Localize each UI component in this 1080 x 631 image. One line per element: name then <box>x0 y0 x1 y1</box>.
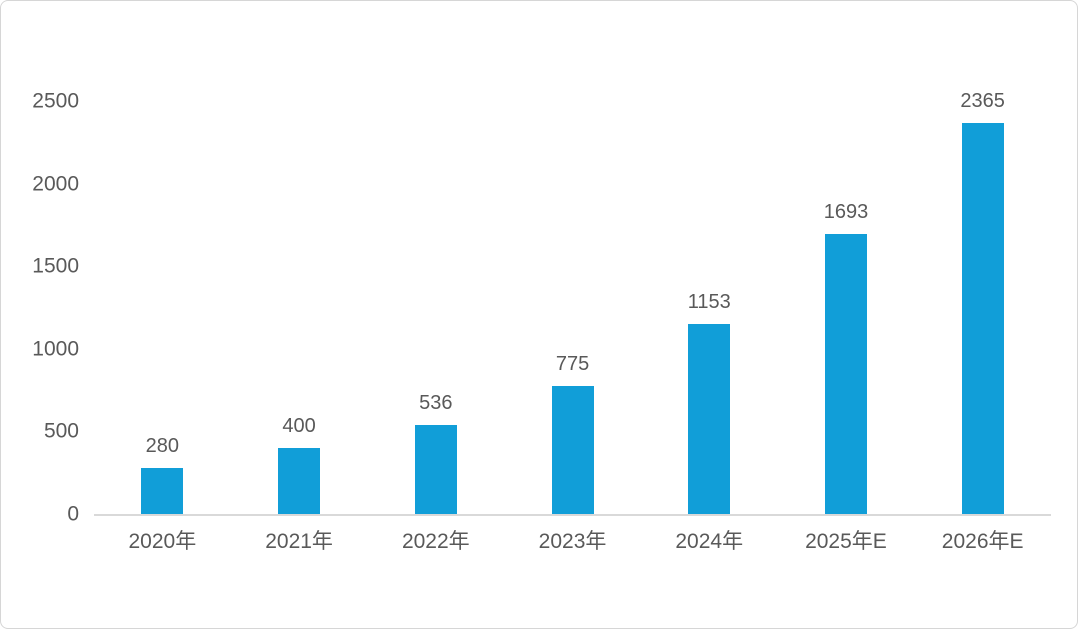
bar <box>961 123 1004 514</box>
bar-column: 1153 <box>641 101 778 514</box>
bar-data-label: 400 <box>282 414 316 437</box>
bar-column: 280 <box>94 101 231 514</box>
bar-data-label: 1153 <box>687 290 731 313</box>
y-axis-tick-label: 500 <box>43 419 79 443</box>
x-axis-tick-label: 2026年E <box>941 530 1024 553</box>
y-axis-tick-label: 0 <box>67 502 79 526</box>
x-axis-tick-label: 2022年 <box>401 530 470 553</box>
bar-column: 536 <box>367 101 504 514</box>
y-axis: 0 500 1000 1500 2000 2500 <box>1 91 79 525</box>
bar-data-label: 775 <box>555 352 590 375</box>
x-axis-tick-label: 2023年 <box>538 530 607 553</box>
bar-column: 400 <box>231 101 368 514</box>
bar-data-label: 280 <box>145 434 180 457</box>
bar-column: 2365 <box>914 90 1051 514</box>
bar <box>688 323 731 514</box>
y-axis-tick-label: 2000 <box>32 172 79 196</box>
x-axis-tick-label: 2021年 <box>265 530 333 553</box>
y-axis-tick-label: 2500 <box>32 89 79 113</box>
x-axis-tick-label: 2024年 <box>675 530 744 553</box>
x-axis-labels: 2020年 2021年 2022年 2023年 2024年 2025年E 2026年E <box>94 525 1051 555</box>
bar <box>551 385 594 514</box>
bar-data-label: 2365 <box>960 90 1005 113</box>
bar <box>414 425 457 514</box>
bar <box>141 467 184 514</box>
x-axis-line <box>94 514 1051 516</box>
bar <box>824 234 867 514</box>
bar-data-label: 536 <box>419 392 453 415</box>
bar-data-label: 1693 <box>823 201 869 224</box>
plot-area: 280 400 536 775 1153 1693 2365 <box>94 90 1051 514</box>
y-axis-tick-label: 1500 <box>32 254 79 278</box>
bar-column: 775 <box>504 101 641 514</box>
x-axis-tick-label: 2020年 <box>128 530 197 553</box>
bar <box>278 447 321 514</box>
bar-column: 1693 <box>778 101 915 514</box>
y-axis-tick-label: 1000 <box>32 337 79 361</box>
x-axis-tick-label: 2025年E <box>805 530 887 553</box>
